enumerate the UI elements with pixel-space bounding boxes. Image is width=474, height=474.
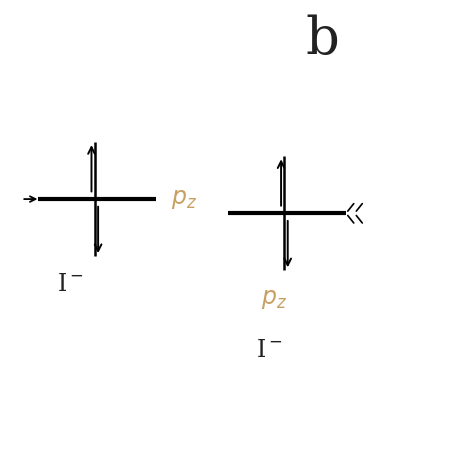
Text: I$^-$: I$^-$ <box>256 339 283 362</box>
Text: I$^-$: I$^-$ <box>57 273 84 296</box>
Text: b: b <box>305 14 339 65</box>
Text: $\mathit{p}_z$: $\mathit{p}_z$ <box>171 187 197 211</box>
Text: $\mathit{p}_z$: $\mathit{p}_z$ <box>261 287 287 310</box>
